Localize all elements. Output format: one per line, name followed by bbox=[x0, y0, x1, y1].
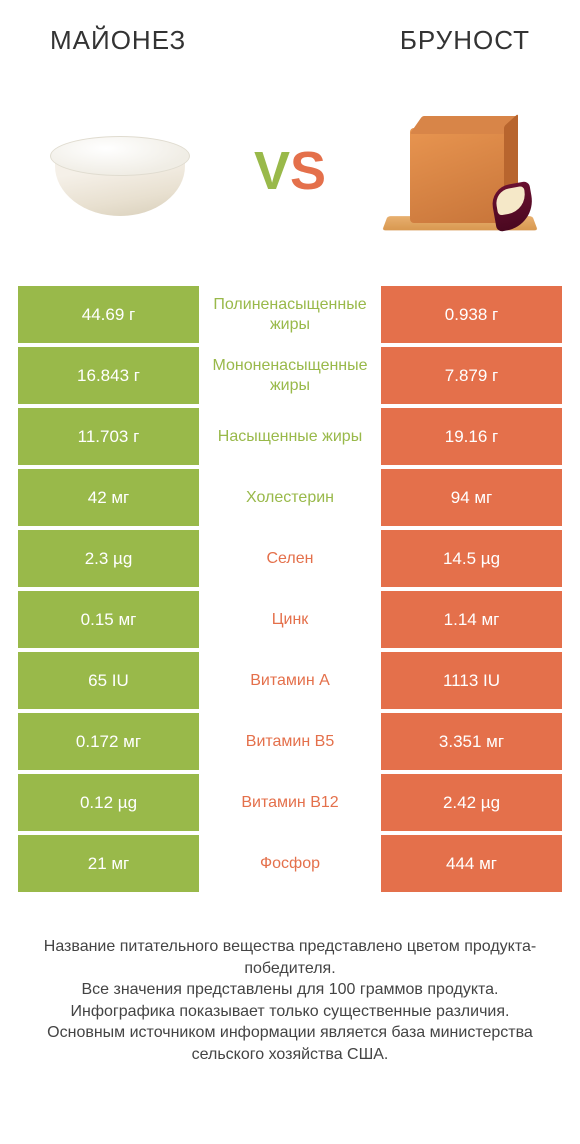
nutrient-label: Мононенасыщенные жиры bbox=[199, 347, 381, 404]
nutrient-label: Полиненасыщенные жиры bbox=[199, 286, 381, 343]
vs-s: S bbox=[290, 140, 326, 202]
nutrient-label: Насыщенные жиры bbox=[199, 408, 381, 465]
left-value: 11.703 г bbox=[18, 408, 199, 465]
left-value: 0.15 мг bbox=[18, 591, 199, 648]
footer-line: Основным источником информации является … bbox=[30, 1022, 550, 1065]
right-title: БРУНОСТ bbox=[400, 25, 530, 56]
table-row: 0.15 мгЦинк1.14 мг bbox=[18, 591, 562, 648]
right-value: 94 мг bbox=[381, 469, 562, 526]
right-value: 3.351 мг bbox=[381, 713, 562, 770]
nutrient-label: Фосфор bbox=[199, 835, 381, 892]
vs-v: V bbox=[254, 140, 290, 202]
table-row: 42 мгХолестерин94 мг bbox=[18, 469, 562, 526]
right-value: 1113 IU bbox=[381, 652, 562, 709]
nutrient-label: Холестерин bbox=[199, 469, 381, 526]
right-value: 19.16 г bbox=[381, 408, 562, 465]
footer-line: Все значения представлены для 100 граммо… bbox=[30, 979, 550, 1001]
footer-line: Название питательного вещества представл… bbox=[30, 936, 550, 979]
right-value: 2.42 µg bbox=[381, 774, 562, 831]
right-value: 1.14 мг bbox=[381, 591, 562, 648]
table-row: 44.69 гПолиненасыщенные жиры0.938 г bbox=[18, 286, 562, 343]
vs-label: VS bbox=[254, 140, 326, 202]
left-food-image bbox=[40, 91, 200, 251]
footer: Название питательного вещества представл… bbox=[0, 896, 580, 1066]
table-row: 2.3 µgСелен14.5 µg bbox=[18, 530, 562, 587]
images-row: VS bbox=[0, 66, 580, 286]
table-row: 0.12 µgВитамин B122.42 µg bbox=[18, 774, 562, 831]
table-row: 11.703 гНасыщенные жиры19.16 г bbox=[18, 408, 562, 465]
left-value: 2.3 µg bbox=[18, 530, 199, 587]
left-value: 0.12 µg bbox=[18, 774, 199, 831]
table-row: 16.843 гМононенасыщенные жиры7.879 г bbox=[18, 347, 562, 404]
left-value: 65 IU bbox=[18, 652, 199, 709]
mayo-bowl-icon bbox=[45, 126, 195, 216]
cheese-icon bbox=[385, 101, 535, 241]
left-value: 21 мг bbox=[18, 835, 199, 892]
right-food-image bbox=[380, 91, 540, 251]
right-value: 14.5 µg bbox=[381, 530, 562, 587]
nutrient-label: Витамин B12 bbox=[199, 774, 381, 831]
right-value: 7.879 г bbox=[381, 347, 562, 404]
left-title: МАЙОНЕЗ bbox=[50, 25, 186, 56]
right-value: 444 мг bbox=[381, 835, 562, 892]
nutrient-label: Цинк bbox=[199, 591, 381, 648]
left-value: 16.843 г bbox=[18, 347, 199, 404]
nutrient-label: Витамин B5 bbox=[199, 713, 381, 770]
table-row: 0.172 мгВитамин B53.351 мг bbox=[18, 713, 562, 770]
left-value: 0.172 мг bbox=[18, 713, 199, 770]
header: МАЙОНЕЗ БРУНОСТ bbox=[0, 0, 580, 66]
left-value: 44.69 г bbox=[18, 286, 199, 343]
footer-line: Инфографика показывает только существенн… bbox=[30, 1001, 550, 1023]
nutrient-label: Витамин A bbox=[199, 652, 381, 709]
table-row: 21 мгФосфор444 мг bbox=[18, 835, 562, 892]
left-value: 42 мг bbox=[18, 469, 199, 526]
nutrient-label: Селен bbox=[199, 530, 381, 587]
right-value: 0.938 г bbox=[381, 286, 562, 343]
table-row: 65 IUВитамин A1113 IU bbox=[18, 652, 562, 709]
comparison-table: 44.69 гПолиненасыщенные жиры0.938 г16.84… bbox=[18, 286, 562, 892]
